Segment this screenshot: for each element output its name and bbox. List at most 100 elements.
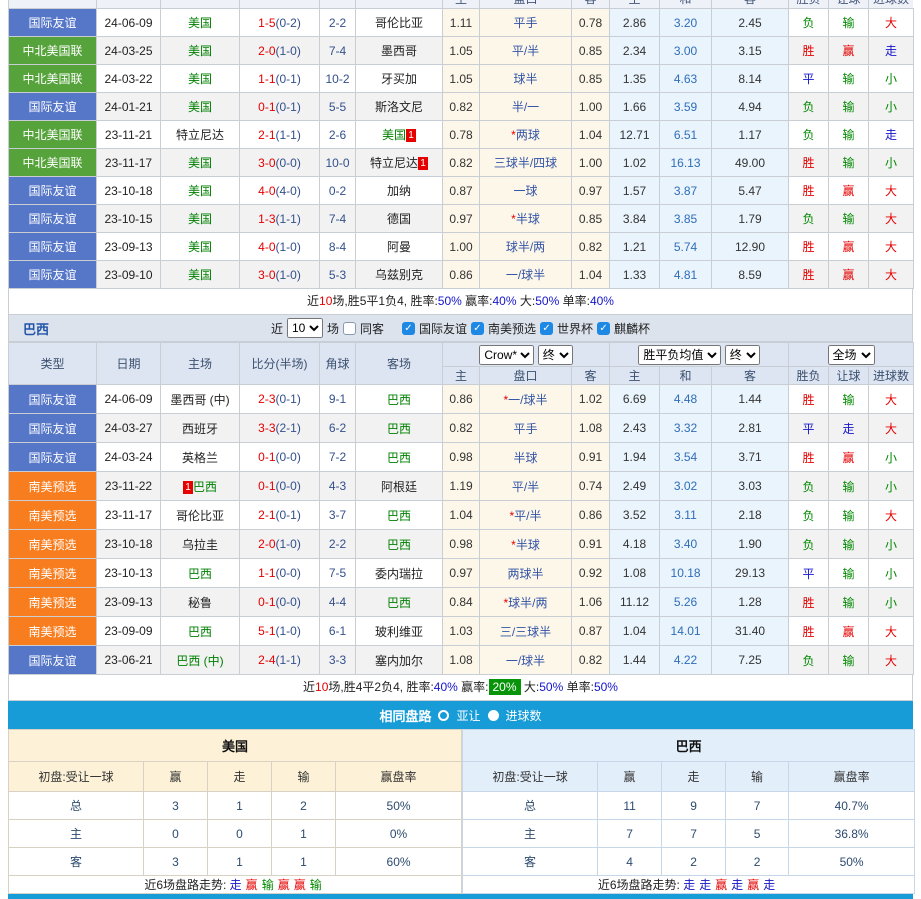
league-checkbox[interactable]: ✓ <box>597 321 611 335</box>
col-handicap-result: 让球 <box>828 366 870 385</box>
result-cell: 负 <box>788 204 829 233</box>
section-title: 相同盘路 <box>379 708 432 724</box>
league-checkbox[interactable]: ✓ <box>401 321 415 335</box>
match-row: 南美预选 23-10-13 巴西 1-1(0-0) 7-5 委内瑞拉 0.97 两球半 0.92… <box>8 558 915 588</box>
euro-home-odds-cell: 1.66 <box>609 92 660 121</box>
team-name: 美国 <box>187 240 212 254</box>
corner-cell: 2-2 <box>319 8 356 37</box>
euro-odds-select[interactable]: 胜平负均值 <box>638 344 722 365</box>
stat-cell: 2 <box>725 847 790 876</box>
league-checkbox[interactable]: ✓ <box>540 321 554 335</box>
team-name: 美国 <box>187 16 212 30</box>
handicap-line-cell: 平手 <box>479 8 572 37</box>
date-cell: 23-10-15 <box>96 204 161 233</box>
home-team-cell: 墨西哥 (中) <box>160 384 240 414</box>
handicap-away-odds-cell: 0.85 <box>571 36 610 65</box>
goals-label: 进球数 <box>505 708 542 723</box>
lose-header: 输 <box>725 761 790 792</box>
odds-company-select[interactable]: Crow* <box>479 344 535 365</box>
away-team-cell: 巴西 <box>355 384 443 414</box>
scope-select[interactable]: 全场 <box>827 344 875 365</box>
brazil-summary: 近10场,胜4平2负4, 胜率:40% 赢率: 20% 大:50% 单率:50% <box>8 675 913 701</box>
team-name: 阿根廷 <box>380 479 417 494</box>
handicap-result-cell: 赢 <box>828 176 869 205</box>
asian-handicap-radio[interactable] <box>438 709 450 721</box>
result-cell: 胜 <box>788 442 830 472</box>
goals-result-cell: 大 <box>868 616 915 646</box>
handicap-result-cell: 走 <box>828 413 870 443</box>
trend-footer: 近6场盘路走势: 走赢输赢赢输 <box>7 875 463 894</box>
away-team-cell: 墨西哥 <box>355 36 443 65</box>
euro-draw-odds-cell: 3.87 <box>659 176 712 205</box>
fulltime-score: 0-1 <box>258 595 276 609</box>
handicap-line: 三/三球半 <box>499 624 552 639</box>
same-away-checkbox[interactable] <box>342 321 356 335</box>
date-cell: 23-09-13 <box>96 232 161 261</box>
home-team-cell: 美国 <box>160 8 240 37</box>
euro-away-odds-cell: 4.94 <box>711 92 789 121</box>
handicap-away-odds-cell: 1.02 <box>570 384 611 414</box>
asian-handicap-label: 亚让 <box>456 708 481 723</box>
euro-draw-odds-cell: 3.11 <box>659 500 713 530</box>
away-team-cell: 特立尼达 1 <box>355 148 443 177</box>
header-spacer <box>8 0 97 8</box>
league-cell: 国际友谊 <box>8 442 97 472</box>
corner-cell: 2-2 <box>319 529 356 559</box>
match-row: 国际友谊 24-06-09 墨西哥 (中) 2-3(0-1) 9-1 巴西 0.86 *一/球… <box>8 384 915 414</box>
compare-title: 美国 <box>7 729 463 762</box>
league-checkbox[interactable]: ✓ <box>471 321 484 335</box>
euro-away-odds-cell: 3.15 <box>711 36 789 65</box>
handicap-line: 半/一 <box>511 100 540 114</box>
league-cell: 国际友谊 <box>8 413 97 443</box>
team-name: 巴西 <box>386 421 411 436</box>
compare-row: 客 3 1 1 60% <box>8 847 463 876</box>
corner-cell: 3-3 <box>319 645 356 675</box>
handicap-away-odds-cell: 0.82 <box>571 232 610 261</box>
team-name: 美国 <box>187 44 212 58</box>
score-cell: 4-0(1-0) <box>239 232 320 261</box>
handicap-result-cell: 输 <box>828 471 870 501</box>
date-cell: 24-06-09 <box>96 384 161 414</box>
summary-stat-label: 胜率: <box>406 680 434 694</box>
col-away-odds: 客 <box>571 0 610 8</box>
handicap-line-cell: 一/球半 <box>479 645 572 675</box>
fulltime-score: 2-1 <box>258 127 276 142</box>
win-rate-header: 赢盘率 <box>334 761 463 792</box>
handicap-home-odds-cell: 1.08 <box>442 645 480 675</box>
trend-item: 走 <box>683 878 696 892</box>
euro-home-odds-cell: 12.71 <box>609 120 660 149</box>
euro-home-odds-cell: 1.44 <box>609 645 661 675</box>
home-team-cell: 巴西 (中) <box>160 645 240 675</box>
home-team-cell: 秘鲁 <box>160 587 240 617</box>
stat-cell: 1 <box>207 847 272 876</box>
euro-stage-select[interactable]: 终 <box>724 344 760 365</box>
summary-games-count: 10 <box>315 680 329 694</box>
handicap-star: * <box>511 537 516 552</box>
handicap-away-odds-cell: 1.04 <box>571 120 610 149</box>
handicap-line: 两球半 <box>507 566 544 581</box>
handicap-away-odds-cell: 0.91 <box>570 529 611 559</box>
team-name: 巴西 <box>386 450 411 465</box>
handicap-away-odds-cell: 0.91 <box>570 442 611 472</box>
match-count-select[interactable]: 10 <box>286 318 323 338</box>
fulltime-score: 5-1 <box>258 624 276 638</box>
fulltime-score: 2-0 <box>258 43 276 58</box>
stat-cell: 60% <box>334 847 463 876</box>
team-name: 加纳 <box>386 184 411 198</box>
corner-cell: 2-6 <box>319 120 356 149</box>
stat-cell: 0 <box>143 819 208 848</box>
goals-radio[interactable] <box>487 709 499 721</box>
halftime-score: (1-0) <box>275 624 301 638</box>
compare-row: 总 3 1 2 50% <box>8 791 463 820</box>
goals-result-cell: 小 <box>868 442 915 472</box>
handicap-result-cell: 赢 <box>828 442 870 472</box>
handicap-star: * <box>509 508 515 523</box>
fulltime-score: 1-1 <box>258 566 276 580</box>
score-cell: 2-0(1-0) <box>239 36 320 65</box>
league-cell: 中北美国联 <box>8 120 97 149</box>
corner-cell: 10-2 <box>319 64 356 93</box>
euro-away-odds-cell: 5.47 <box>711 176 789 205</box>
result-cell: 胜 <box>788 148 829 177</box>
odds-stage-select[interactable]: 终 <box>537 344 573 365</box>
stat-cell: 7 <box>725 791 790 820</box>
